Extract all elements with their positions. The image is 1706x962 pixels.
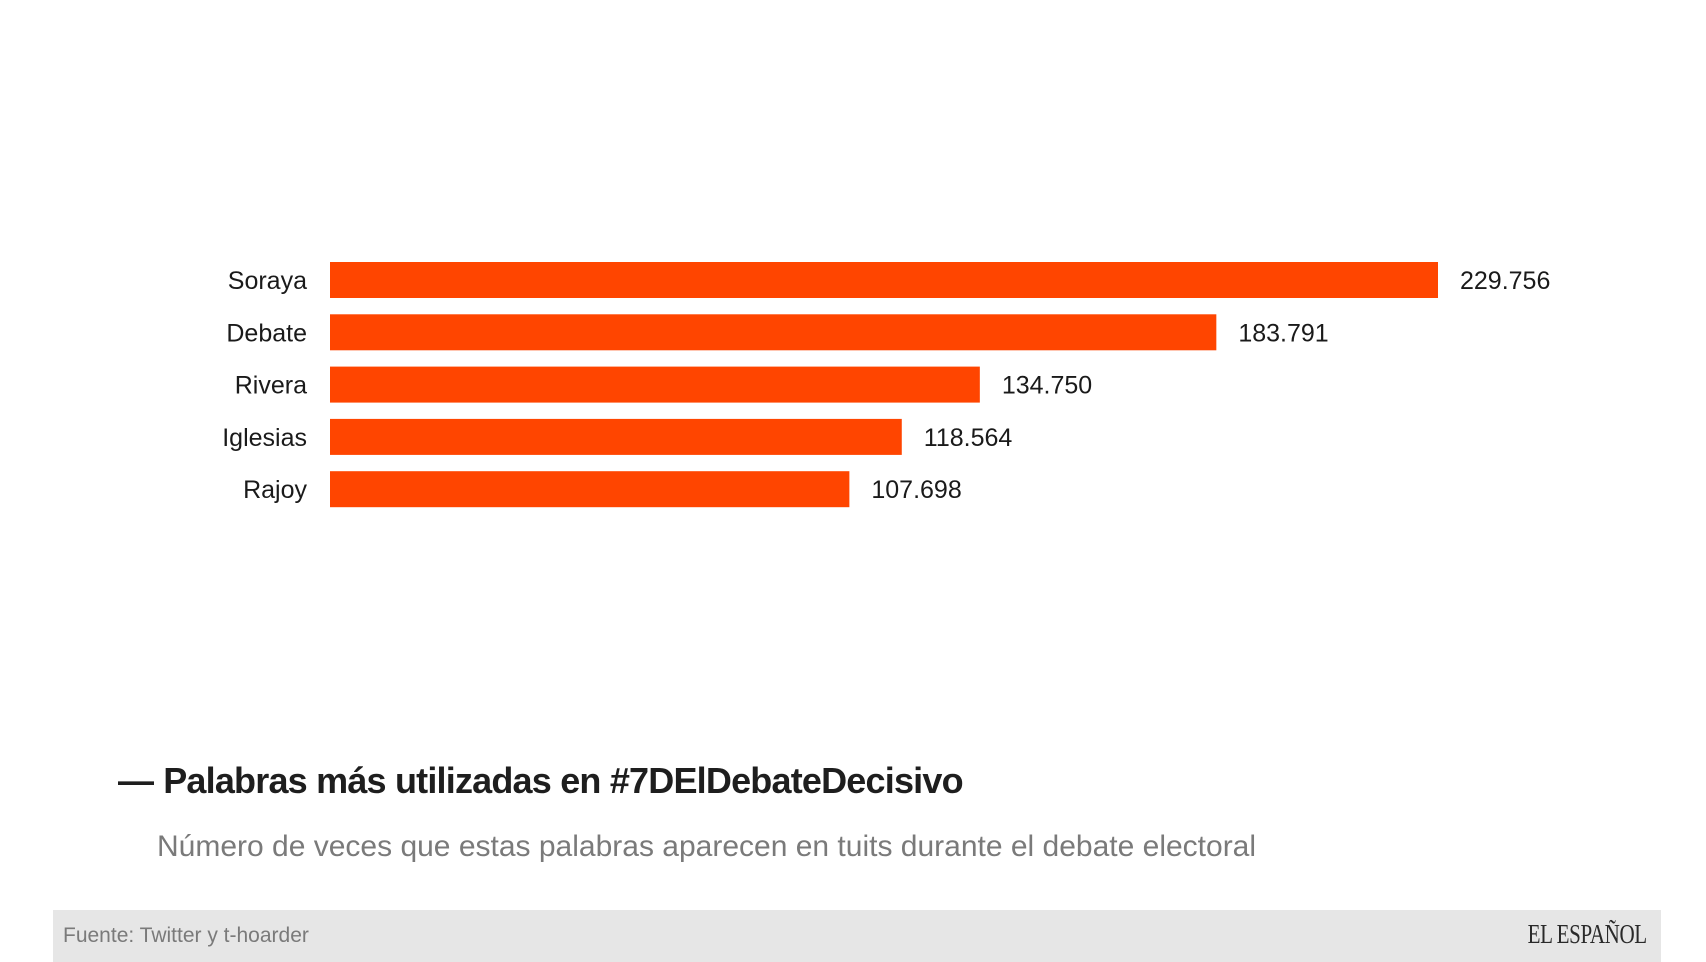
bars: Soraya 229.756 Debate 183.791 Rivera 134.750 I… [222,262,1550,508]
category-label: Rajoy [243,476,307,504]
bar-rivera [330,366,980,403]
value-label: 118.564 [924,424,1013,452]
bar-row-rivera: Rivera 134.750 [235,366,1092,403]
bar-debate [330,314,1217,351]
bar-chart: Soraya 229.756 Debate 183.791 Rivera 134.750 I… [222,262,1550,508]
bar-row-rajoy: Rajoy 107.698 [243,471,962,508]
bar-row-debate: Debate 183.791 [226,314,1329,351]
bar-rajoy [330,471,850,508]
footer-bar: Fuente: Twitter y t-hoarder EL ESPAÑOL [53,910,1661,962]
bar-iglesias [330,418,902,455]
value-label: 107.698 [871,476,961,504]
title-text: Palabras más utilizadas en #7DElDebateDe… [163,760,963,801]
category-label: Soraya [228,267,307,295]
bar-soraya [330,262,1438,298]
chart-title: — Palabras más utilizadas en #7DElDebateD… [118,760,964,802]
bar-row-soraya: Soraya 229.756 [228,262,1550,298]
category-label: Iglesias [222,424,307,452]
title-dash: — [118,760,154,801]
source-note: Fuente: Twitter y t-hoarder [63,924,309,947]
category-label: Rivera [235,372,307,400]
chart-subtitle: Número de veces que estas palabras apare… [157,830,1257,863]
value-label: 134.750 [1002,372,1092,400]
value-label: 183.791 [1238,319,1328,347]
bar-row-iglesias: Iglesias 118.564 [222,418,1013,455]
value-label: 229.756 [1460,267,1550,295]
category-label: Debate [226,319,307,347]
el-espanol-logo: EL ESPAÑOL [1527,919,1648,949]
